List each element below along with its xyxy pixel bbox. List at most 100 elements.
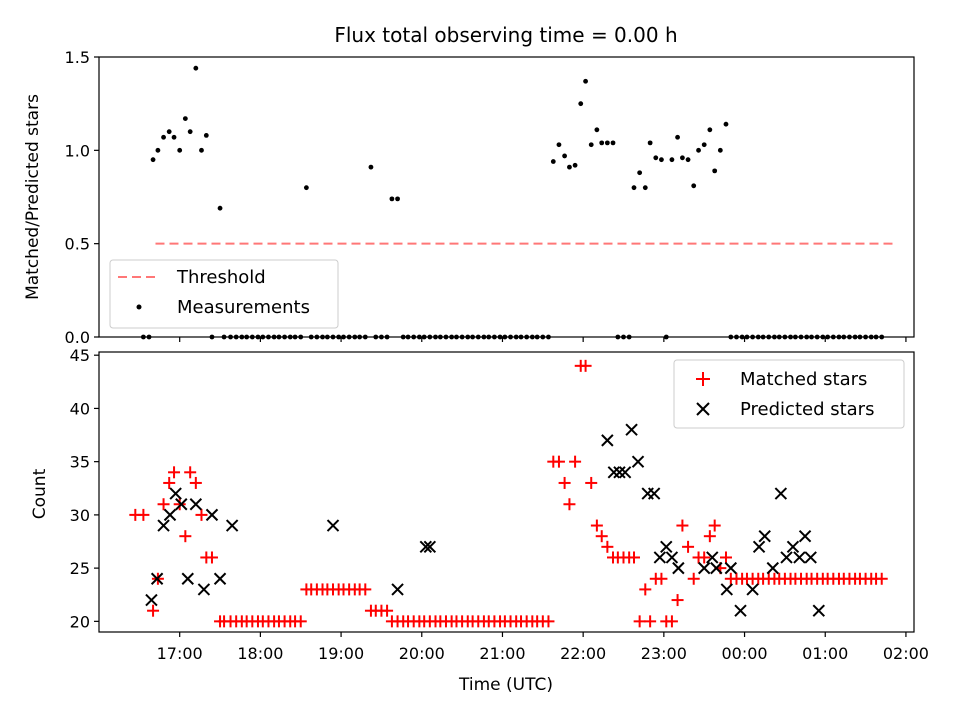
bottom-x-tick-label: 19:00: [318, 644, 364, 663]
measurement-point: [647, 140, 653, 146]
predicted-star-point: [774, 487, 788, 500]
measurement-point: [583, 78, 588, 84]
legend-measurements-label: Measurements: [177, 297, 310, 318]
chart-title: Flux total observing time = 0.00 h: [334, 23, 677, 47]
matched-star-point: [173, 498, 186, 511]
matched-star-point: [359, 583, 372, 596]
top-y-tick-label: 1.5: [65, 48, 90, 67]
legend-predicted-swatch: [696, 402, 710, 416]
predicted-star-point: [391, 583, 404, 596]
predicted-star-point: [706, 551, 719, 564]
measurement-point: [717, 147, 723, 153]
measurement-point: [659, 157, 664, 163]
bottom-y-tick-label: 25: [70, 559, 90, 578]
predicted-star-point: [780, 551, 793, 564]
top-x-ticks: [179, 337, 907, 342]
measurement-point: [556, 142, 562, 148]
bottom-x-tick-label: 01:00: [802, 644, 848, 663]
predicted-star-point: [710, 561, 723, 575]
predicted-star-point: [625, 423, 638, 436]
matched-star-point: [682, 540, 695, 553]
predicted-star-point: [798, 529, 812, 543]
predicted-star-point: [145, 593, 158, 607]
predicted-star-point: [205, 508, 219, 522]
predicted-star-point: [419, 540, 433, 554]
predicted-star-point: [157, 519, 170, 532]
measurement-point: [217, 205, 223, 211]
bottom-x-tick-label: 23:00: [641, 644, 687, 663]
bottom-y-axis-label: Count: [30, 468, 50, 519]
measurement-point: [395, 196, 400, 202]
matched-star-point: [137, 508, 150, 521]
top-y-tick-label: 0.5: [65, 235, 90, 254]
predicted-star-point: [653, 551, 667, 564]
bottom-y-ticks: 20 25 30 35 40 45: [70, 346, 99, 631]
measurement-point: [712, 168, 718, 174]
top-y-tick-label: 1.0: [65, 141, 90, 160]
predicted-star-point: [150, 572, 164, 585]
bottom-x-tick-label: 21:00: [479, 644, 525, 663]
matched-star-point: [579, 359, 592, 372]
matched-star-point: [595, 530, 608, 543]
measurement-point: [604, 140, 610, 146]
predicted-star-point: [720, 583, 733, 596]
predicted-star-point: [812, 604, 825, 617]
bottom-x-tick-label: 02:00: [883, 644, 929, 663]
predicted-star-point: [189, 498, 203, 511]
measurement-point: [723, 121, 729, 127]
measurement-point: [642, 185, 648, 191]
matched-star-point: [205, 551, 218, 564]
matched-star-point: [708, 519, 721, 532]
x-axis-label: Time (UTC): [458, 675, 553, 695]
measurement-point: [161, 134, 166, 140]
measurement-point: [155, 147, 161, 153]
matched-star-point: [163, 476, 176, 489]
bottom-y-tick-label: 35: [70, 453, 90, 472]
matched-star-point: [179, 530, 192, 543]
top-axes-frame: [98, 56, 915, 338]
matched-star-point: [875, 572, 888, 585]
predicted-star-point: [804, 551, 817, 564]
predicted-star-point: [724, 561, 738, 575]
predicted-star-point: [163, 508, 177, 522]
measurement-point: [166, 129, 172, 135]
predicted-star-point: [766, 561, 779, 575]
matched-star-point: [644, 615, 657, 628]
matched-star-point: [671, 594, 684, 607]
bottom-x-ticks: 17:00 18:00 19:00 20:00 21:00 22:00 23:00 00:00…: [157, 632, 929, 663]
legend-measurements-swatch: [136, 304, 142, 310]
predicted-star-point: [758, 529, 771, 543]
predicted-star-point: [169, 487, 182, 500]
matched-star-point: [655, 572, 668, 585]
bottom-y-tick-label: 45: [70, 346, 90, 365]
predicted-star-point: [326, 519, 340, 532]
measurement-point: [701, 142, 707, 148]
predicted-star-point: [225, 519, 239, 532]
measurement-point: [610, 140, 616, 146]
measurement-point: [567, 164, 572, 170]
bottom-y-tick-label: 20: [70, 612, 90, 631]
bottom-x-tick-label: 18:00: [237, 644, 283, 663]
measurement-point: [150, 157, 156, 163]
measurement-point: [562, 153, 567, 159]
measurement-point: [171, 134, 177, 140]
matched-stars-points: [129, 359, 888, 628]
matched-star-point: [698, 551, 711, 564]
measurement-point: [637, 170, 643, 176]
measurement-point: [193, 65, 199, 71]
matched-star-point: [703, 530, 716, 543]
predicted-star-point: [746, 583, 759, 596]
predicted-star-point: [423, 540, 437, 554]
measurement-point: [199, 147, 204, 153]
measurement-point: [669, 157, 675, 163]
measurement-point: [572, 162, 578, 168]
matched-star-point: [590, 519, 603, 532]
measurement-point: [389, 196, 395, 202]
predicted-star-point: [665, 551, 679, 564]
predicted-star-point: [601, 434, 614, 447]
measurement-point: [177, 147, 183, 153]
matched-star-point: [147, 604, 160, 617]
predicted-star-point: [213, 572, 227, 585]
measurement-point: [675, 134, 680, 140]
